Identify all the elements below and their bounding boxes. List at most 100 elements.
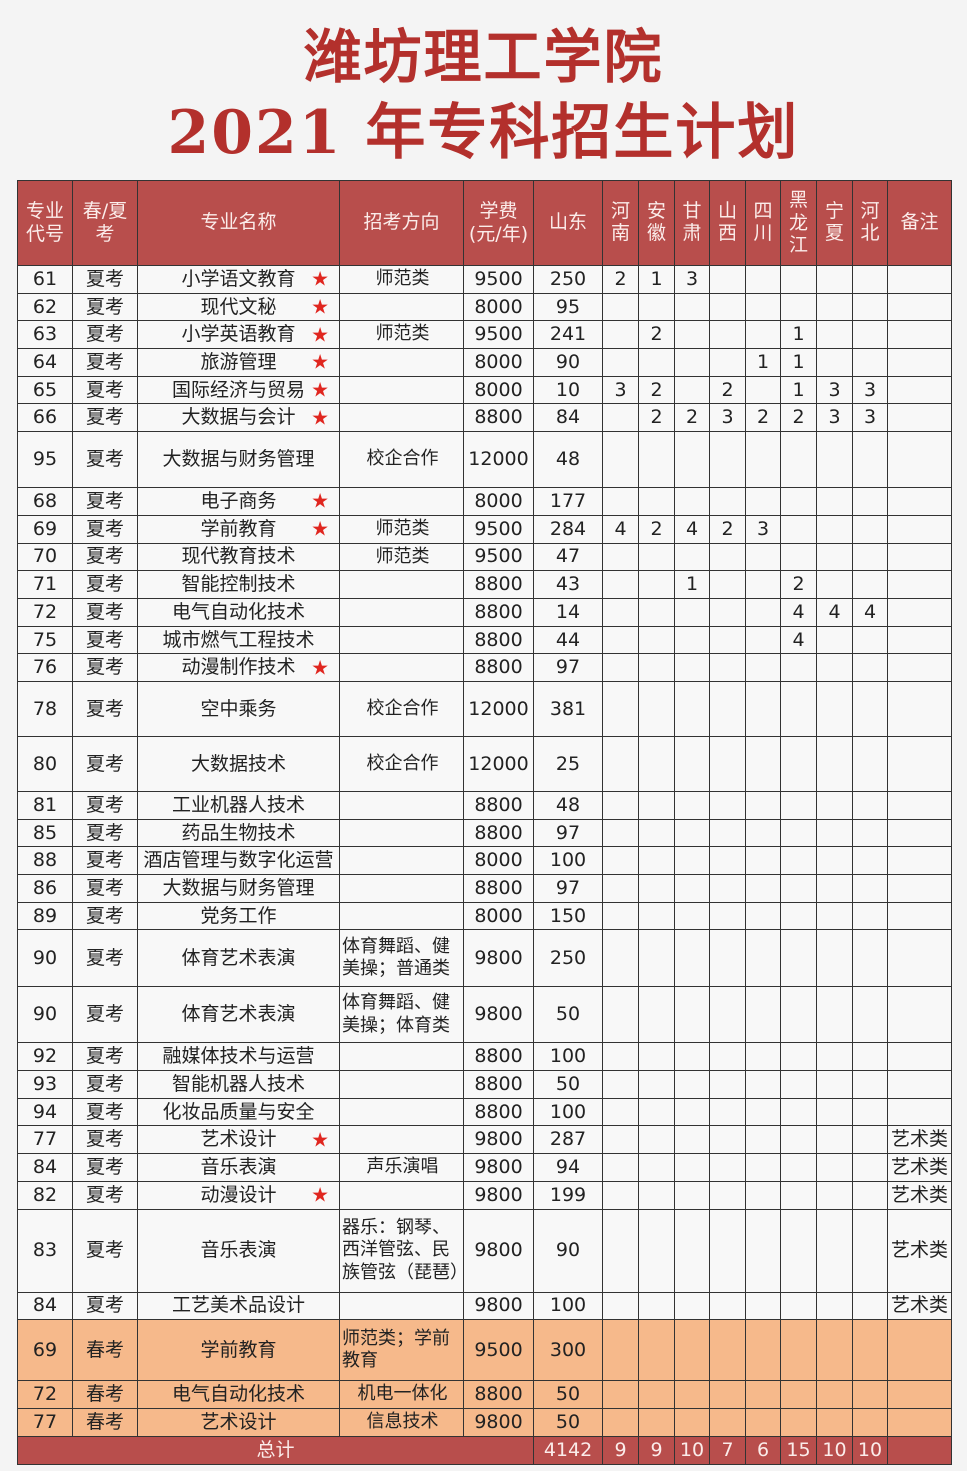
fee: 8800 [463,1042,534,1072]
quota-province [674,292,710,322]
quota-province [602,1319,639,1382]
note [887,625,952,655]
quota-province [709,570,746,599]
quota-province [816,265,853,294]
major-name-text: 工艺美术品设计 [171,1294,305,1317]
direction: 体育舞蹈、健美操；体育类 [339,986,464,1044]
exam-type: 夏考 [72,597,138,627]
quota-shandong: 100 [533,1042,603,1072]
quota-province [745,1153,781,1182]
quota-province [602,1407,639,1437]
major-name-text: 酒店管理与数字化运营 [143,849,334,872]
major-name-text: 艺术设计 [200,1128,277,1151]
quota-province [638,1097,675,1127]
major-code: 84 [17,1291,73,1321]
quota-province [602,431,639,489]
direction [339,1125,464,1155]
quota-province: 1 [674,570,710,599]
quota-province [745,1407,781,1437]
major-name-text: 现代教育技术 [181,545,296,568]
quota-province [709,735,746,792]
quota-province [852,874,888,903]
quota-province [816,818,853,848]
quota-province [638,431,675,489]
note: 艺术类 [887,1291,952,1321]
major-name: 学前教育 ★ [137,514,340,544]
quota-province [638,1208,675,1293]
major-name: 小学英语教育 ★ [137,320,340,350]
quota-province [602,348,639,377]
star-icon: ★ [311,655,329,680]
quota-province: 1 [638,265,675,294]
quota-shandong: 284 [533,514,603,544]
quota-province [674,1319,710,1382]
header-line: 四 [753,200,773,223]
star-icon: ★ [311,266,329,291]
quota-province [638,542,675,572]
quota-province: 2 [674,403,710,433]
quota-province [638,901,675,931]
quota-shandong: 25 [533,735,603,792]
note [887,375,952,405]
note [887,403,952,433]
quota-shandong: 97 [533,818,603,848]
star-icon: ★ [311,488,329,513]
fee: 8800 [463,597,534,627]
table-row: 90 夏考 体育艺术表演 体育舞蹈、健美操；体育类 9800 50 [17,986,952,1044]
quota-province [816,1097,853,1127]
table-row: 82 夏考 动漫设计 ★ 9800 199 艺术类 [17,1180,952,1210]
fee: 9500 [463,320,534,350]
header-text: 专业代号 [25,200,64,245]
quota-province [709,1180,746,1210]
quota-province [602,1180,639,1210]
quota-province [709,348,746,377]
fee: 9500 [463,514,534,544]
direction: 校企合作 [339,735,464,792]
header-heilongjiang: 黑龙江 [780,180,817,266]
star-icon: ★ [311,349,329,374]
quota-shandong: 100 [533,1291,603,1321]
quota-province [602,901,639,931]
quota-shandong: 300 [533,1319,603,1382]
exam-type: 夏考 [72,1153,138,1182]
quota-province [852,929,888,988]
direction: 师范类 [339,514,464,544]
major-name: 艺术设计 [137,1407,340,1437]
major-name-text: 大数据与会计 [181,406,296,429]
header-line: 河 [860,200,880,223]
quota-province [816,680,853,737]
quota-province [602,1153,639,1182]
quota-province [745,846,781,875]
quota-shandong: 50 [533,1407,603,1437]
major-name: 大数据与财务管理 [137,431,340,489]
quota-province [816,1070,853,1099]
quota-province [602,292,639,322]
direction [339,403,464,433]
fee: 8800 [463,818,534,848]
fee: 12000 [463,680,534,737]
quota-province [602,1291,639,1321]
quota-province [709,292,746,322]
major-name: 电子商务 ★ [137,487,340,516]
major-name-text: 体育艺术表演 [181,946,296,969]
table-row: 94 夏考 化妆品质量与安全 8800 100 [17,1097,952,1127]
quota-province [745,818,781,848]
quota-province [674,986,710,1044]
note [887,986,952,1044]
quota-province [745,320,781,350]
quota-province [816,1407,853,1437]
star-icon: ★ [311,1127,329,1152]
quota-province [638,1180,675,1210]
fee: 8000 [463,901,534,931]
quota-province [602,1380,639,1409]
note [887,1407,952,1437]
quota-province [674,431,710,489]
quota-province [674,375,710,405]
quota-province [602,625,639,655]
major-code: 71 [17,570,73,599]
major-code: 85 [17,818,73,848]
quota-province [780,901,817,931]
total-shandong: 4142 [533,1435,603,1465]
quota-shandong: 43 [533,570,603,599]
major-name-text: 音乐表演 [200,1239,277,1262]
